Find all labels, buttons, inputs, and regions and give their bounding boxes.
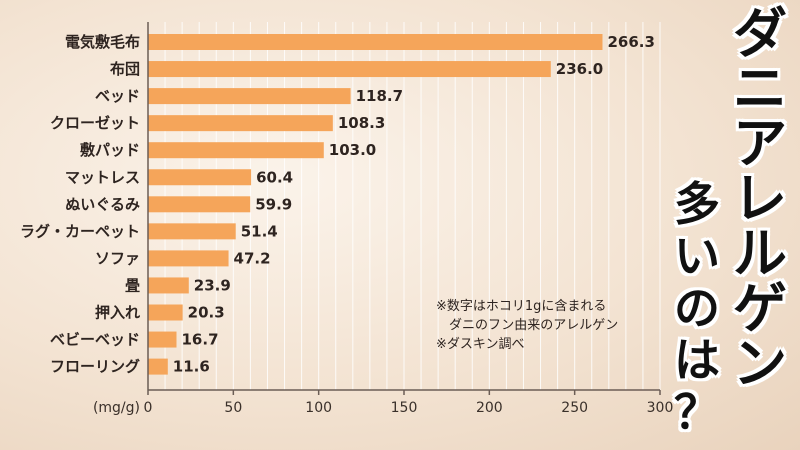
value-label: 23.9 [194,276,231,294]
x-tick-label: 0 [144,400,153,416]
category-label: ラグ・カーペット [20,222,140,240]
bar [148,142,324,159]
category-label: ソファ [95,249,140,267]
value-label: 236.0 [556,60,603,78]
title-char: い [674,229,720,283]
bar [148,277,189,294]
x-axis: 0 50 100 150 200 250 300 (mg/g) [93,22,673,416]
category-label: 畳 [125,276,140,294]
bar [148,250,229,267]
bar [148,196,251,213]
value-label: 20.3 [188,304,225,322]
value-label: 108.3 [338,114,385,132]
bar [148,115,333,132]
footnote-line-2: ダニのフン由来のアレルゲン [449,318,619,333]
value-label: 103.0 [329,141,376,159]
title-char: ダ [733,2,787,65]
title-char: レ [733,167,787,230]
title-char: ？ [674,385,720,439]
value-label: 51.4 [241,222,278,240]
grid-lines [164,22,661,390]
category-label: フローリング [50,358,140,376]
category-labels: 電気敷毛布布団ベッドクローゼット敷パッドマットレスぬいぐるみラグ・カーペットソフ… [20,33,140,376]
category-label: 電気敷毛布 [65,33,140,51]
category-label: 布団 [110,60,140,78]
value-label: 118.7 [356,87,403,105]
title-char: ン [733,332,787,395]
title-char: ル [733,222,787,285]
bar [148,34,603,50]
title-line-1: ダ ニ ア レ ル ゲ ン [726,6,794,446]
category-label: 敷パッド [80,141,140,159]
value-label: 11.6 [173,358,210,376]
category-label: ベッド [95,87,140,105]
value-label: 59.9 [255,195,292,213]
title-char: は [674,333,720,387]
footnote-line-1: ※数字はホコリ1gに含まれる [436,299,607,314]
category-label: クローゼット [50,114,140,132]
x-tick-label: 300 [647,400,674,416]
bar [148,304,183,321]
x-tick-label: 100 [305,400,332,416]
category-label: マットレス [65,168,140,186]
title-char: ゲ [733,277,787,340]
x-tick-label: 200 [476,400,503,416]
title-char: ア [733,112,787,175]
value-label: 60.4 [256,168,293,186]
x-tick-label: 50 [224,400,242,416]
bar [148,358,168,375]
title-char: ニ [733,57,787,120]
footnote-line-3: ※ダスキン調べ [436,337,525,352]
bar [148,88,351,105]
bar [148,331,177,348]
category-label: ベビーベッド [50,331,140,349]
title-char: 多 [674,177,720,231]
bars [148,34,603,375]
bar [148,223,236,240]
x-tick-label: 150 [391,400,418,416]
category-label: 押入れ [95,304,140,322]
title-line-2: 多 い の は ？ [668,178,726,446]
bar [148,61,551,78]
footnote: ※数字はホコリ1gに含まれる ダニのフン由来のアレルゲン ※ダスキン調べ [436,297,676,354]
value-label: 266.3 [607,33,654,51]
x-unit-label: (mg/g) [93,400,140,416]
title-char: の [674,281,720,335]
value-label: 47.2 [234,249,271,267]
category-label: ぬいぐるみ [65,195,140,213]
value-label: 16.7 [182,331,219,349]
x-tick-label: 250 [561,400,588,416]
bar [148,169,252,186]
